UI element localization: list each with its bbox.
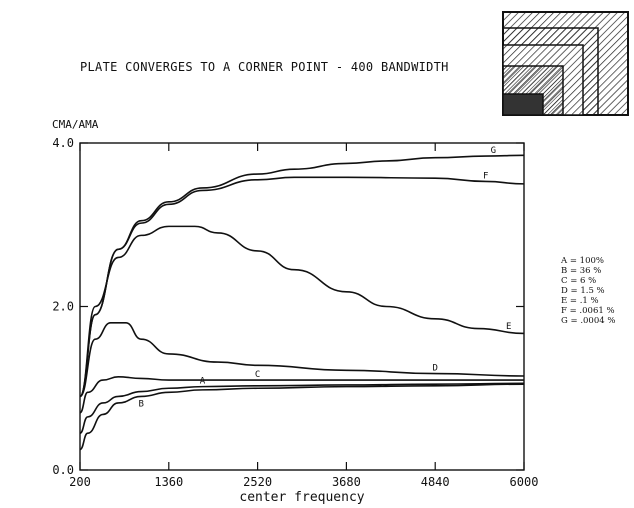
legend-item-g: G = .0004 % (561, 316, 615, 326)
y-tick-label: 2.0 (52, 300, 74, 314)
series-label-a: A (200, 377, 206, 387)
legend-item-f: F = .0061 % (561, 306, 615, 316)
x-tick-label: 3680 (332, 475, 361, 489)
y-axis-label: CMA/AMA (52, 118, 99, 131)
legend-item-a: A = 100% (560, 256, 604, 266)
legend: A = 100% B = 36 % C = 6 % D = 1.5 % E = … (560, 256, 615, 326)
series-line-a (79, 382, 525, 435)
series-line-b (79, 383, 525, 451)
series-line-f (79, 176, 525, 398)
series-label-b: B (139, 399, 144, 409)
x-tick-label: 200 (69, 475, 91, 489)
x-tick-label: 2520 (243, 475, 272, 489)
series-label-c: C (255, 370, 260, 380)
x-axis-label: center frequency (239, 490, 364, 505)
legend-item-c: C = 6 % (561, 276, 596, 286)
y-tick-label: 4.0 (52, 136, 74, 150)
y-tick-label: 0.0 (52, 463, 74, 477)
x-tick-label: 1360 (154, 475, 183, 489)
plate-corner-icon (502, 11, 629, 116)
series-label-f: F (483, 171, 488, 181)
plot-frame (79, 142, 525, 471)
series-line-d (79, 322, 525, 398)
chart-title: PLATE CONVERGES TO A CORNER POINT - 400 … (80, 60, 449, 74)
x-tick-label: 4840 (421, 475, 450, 489)
legend-item-d: D = 1.5 % (561, 286, 605, 296)
series-line-g (79, 154, 525, 398)
series-line-c (79, 376, 524, 414)
series-line-e (79, 225, 525, 398)
legend-item-b: B = 36 % (561, 266, 601, 276)
series-label-e: E (506, 322, 511, 332)
legend-item-e: E = .1 % (561, 296, 599, 306)
series-label-g: G (491, 146, 496, 156)
x-tick-label: 6000 (510, 475, 539, 489)
series-label-d: D (432, 364, 437, 374)
